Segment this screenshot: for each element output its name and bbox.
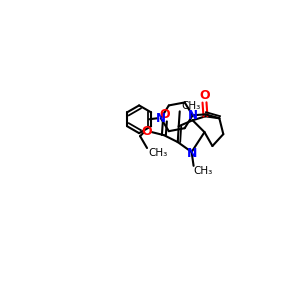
Text: CH₃: CH₃: [181, 101, 200, 111]
Text: O: O: [199, 89, 210, 102]
Text: O: O: [142, 125, 152, 138]
Text: CH₃: CH₃: [148, 148, 168, 158]
Text: CH₃: CH₃: [194, 166, 213, 176]
Text: N: N: [186, 148, 197, 160]
Text: N: N: [188, 109, 198, 122]
Text: O: O: [160, 108, 170, 121]
Text: N: N: [156, 112, 166, 125]
